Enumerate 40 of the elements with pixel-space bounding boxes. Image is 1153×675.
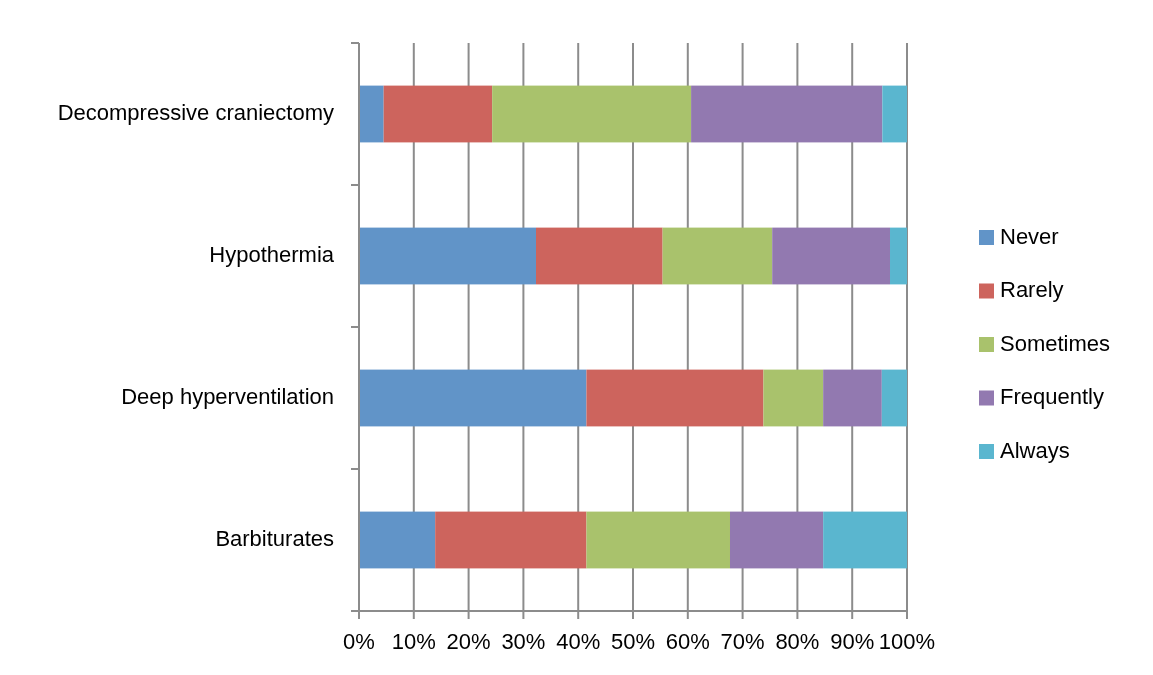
bar bbox=[882, 85, 907, 143]
bar bbox=[691, 85, 883, 143]
bar bbox=[359, 85, 384, 143]
bar bbox=[359, 227, 536, 285]
x-tick-label: 10% bbox=[391, 629, 436, 654]
bar bbox=[359, 511, 436, 569]
legend-label: Never bbox=[1000, 223, 1059, 249]
x-tick-label: 50% bbox=[610, 629, 656, 654]
bar bbox=[492, 85, 692, 143]
y-tick-label: Hypothermia bbox=[209, 241, 335, 267]
bar bbox=[586, 511, 730, 569]
bar bbox=[383, 85, 493, 143]
bar bbox=[586, 369, 764, 427]
x-tick-label: 30% bbox=[501, 629, 546, 654]
y-tick-label: Decompressive craniectomy bbox=[57, 99, 334, 125]
bar bbox=[662, 227, 773, 285]
x-tick-label: 20% bbox=[446, 629, 491, 654]
legend-label: Sometimes bbox=[1000, 330, 1111, 356]
x-tick-label: 80% bbox=[775, 629, 820, 654]
x-tick-label: 90% bbox=[830, 629, 875, 654]
x-tick-label: 40% bbox=[556, 629, 601, 654]
x-tick-label: 100% bbox=[878, 629, 936, 654]
bar bbox=[730, 511, 824, 569]
bar bbox=[536, 227, 663, 285]
x-tick-label: 60% bbox=[665, 629, 710, 654]
bar bbox=[823, 369, 882, 427]
bar bbox=[359, 369, 587, 427]
bar bbox=[823, 511, 907, 569]
legend-label: Always bbox=[1000, 437, 1070, 463]
y-tick-label: Barbiturates bbox=[215, 525, 334, 551]
legend-label: Frequently bbox=[1000, 384, 1104, 410]
bar bbox=[772, 227, 891, 285]
y-tick-label: Deep hyperventilation bbox=[121, 383, 334, 409]
bar bbox=[890, 227, 907, 285]
bar bbox=[881, 369, 907, 427]
legend-label: Rarely bbox=[1000, 277, 1064, 303]
x-tick-label: 0% bbox=[343, 629, 375, 654]
bar bbox=[435, 511, 587, 569]
x-tick-label: 70% bbox=[720, 629, 765, 654]
bar bbox=[763, 369, 824, 427]
